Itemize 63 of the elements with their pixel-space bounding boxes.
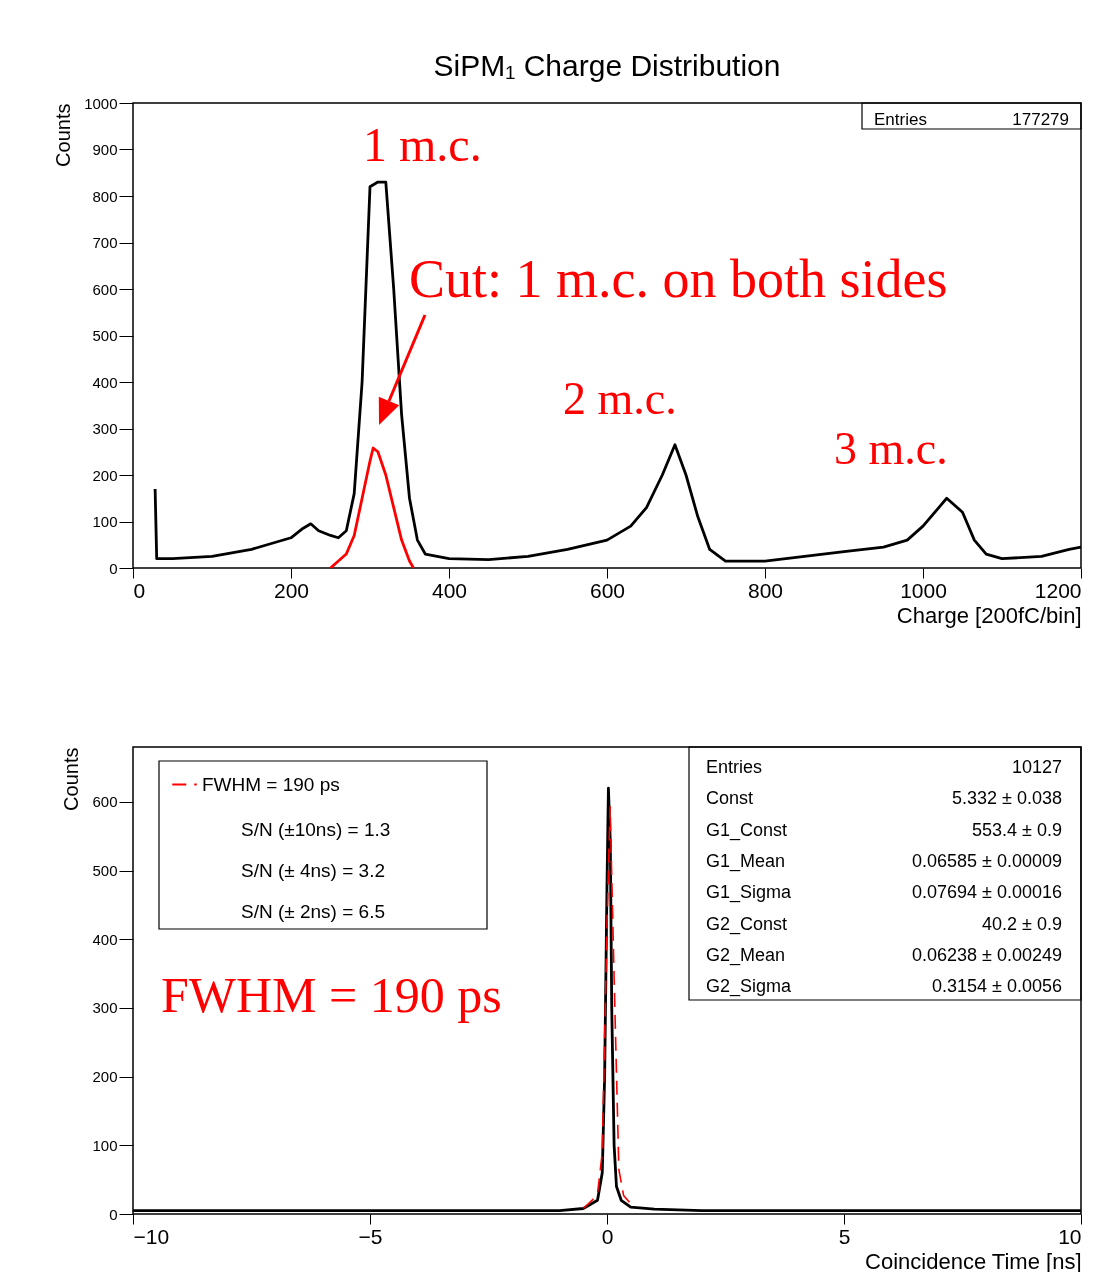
annotation: Entries bbox=[874, 110, 927, 129]
y-tick-label: 600 bbox=[92, 280, 118, 298]
x-axis-title: Charge [200fC/bin] bbox=[896, 602, 1082, 628]
annotation: S/N (± 2ns) = 6.5 bbox=[241, 901, 386, 922]
annotation: 0.3154 ± 0.0056 bbox=[932, 976, 1062, 997]
x-tick-label: 10 bbox=[1058, 1224, 1082, 1248]
annotation: G1_Sigma bbox=[706, 882, 793, 904]
annotation: S/N (± 4ns) = 3.2 bbox=[241, 860, 386, 881]
y-tick-label: 600 bbox=[92, 793, 118, 811]
annotation: 177279 bbox=[1012, 110, 1069, 129]
x-tick-label: 200 bbox=[273, 578, 310, 602]
y-tick-label: 200 bbox=[92, 466, 118, 484]
annotation: 5.332 ± 0.038 bbox=[952, 788, 1062, 809]
annotation: Cut: 1 m.c. on both sides bbox=[409, 249, 948, 309]
annotation: S/N (±10ns) = 1.3 bbox=[241, 819, 391, 840]
y-tick-label: 100 bbox=[92, 1136, 118, 1154]
annotation: G1_Const bbox=[706, 819, 788, 841]
annotation: G2_Sigma bbox=[706, 976, 793, 998]
annotation: 10127 bbox=[1011, 757, 1062, 777]
y-axis-title: Counts bbox=[60, 747, 83, 811]
annotation: 0.06238 ± 0.00249 bbox=[911, 944, 1062, 965]
annotation: 0.06585 ± 0.00009 bbox=[911, 850, 1062, 871]
x-tick-label: 0 bbox=[601, 1224, 614, 1248]
annotation: 553.4 ± 0.9 bbox=[972, 819, 1062, 840]
y-tick-label: 400 bbox=[92, 930, 118, 948]
y-tick-label: 300 bbox=[92, 420, 118, 437]
chart-title: SiPM₁ Charge Distribution bbox=[433, 49, 781, 82]
y-tick-label: 800 bbox=[92, 187, 118, 205]
y-tick-label: 400 bbox=[92, 373, 118, 391]
x-tick-label: 1000 bbox=[900, 578, 947, 602]
x-tick-label: 800 bbox=[747, 578, 784, 602]
y-tick-label: 100 bbox=[92, 513, 118, 530]
x-tick-label: 0 bbox=[133, 578, 146, 602]
annotation: FWHM = 190 ps bbox=[161, 967, 502, 1023]
y-tick-label: 500 bbox=[92, 862, 118, 880]
line-series bbox=[329, 446, 415, 568]
x-tick-label: 5 bbox=[838, 1224, 851, 1248]
line-series bbox=[582, 805, 632, 1210]
y-tick-label: 1000 bbox=[84, 94, 118, 112]
x-tick-label: 400 bbox=[431, 578, 468, 602]
annotation: 1 m.c. bbox=[363, 118, 482, 171]
y-tick-label: 0 bbox=[109, 1205, 118, 1223]
legend-label: FWHM = 190 ps bbox=[202, 773, 340, 795]
annotation: 0.07694 ± 0.00016 bbox=[911, 882, 1062, 903]
annotation: Entries bbox=[706, 757, 763, 777]
y-tick-label: 900 bbox=[92, 141, 118, 158]
y-tick-label: 300 bbox=[92, 999, 118, 1017]
y-tick-label: 0 bbox=[109, 559, 118, 577]
y-tick-label: 700 bbox=[92, 234, 118, 251]
annotation: G2_Const bbox=[706, 913, 788, 935]
y-axis-title: Counts bbox=[52, 103, 75, 167]
annotation: Const bbox=[706, 788, 754, 809]
annotation: 2 m.c. bbox=[563, 373, 677, 424]
x-tick-label: −10 bbox=[133, 1224, 170, 1248]
annotation: G2_Mean bbox=[706, 944, 786, 966]
x-tick-label: 600 bbox=[589, 578, 626, 602]
x-tick-label: 1200 bbox=[1034, 578, 1082, 602]
annotation: 3 m.c. bbox=[834, 423, 948, 474]
x-tick-label: −5 bbox=[358, 1224, 383, 1248]
annotation: 40.2 ± 0.9 bbox=[982, 913, 1062, 934]
y-tick-label: 500 bbox=[92, 327, 118, 344]
y-tick-label: 200 bbox=[92, 1068, 118, 1086]
annotation: G1_Mean bbox=[706, 850, 786, 872]
